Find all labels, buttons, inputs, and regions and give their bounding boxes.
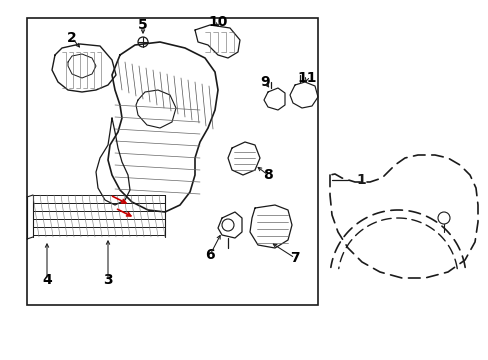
Text: 10: 10 xyxy=(208,15,227,29)
Text: 8: 8 xyxy=(263,168,272,182)
Text: 7: 7 xyxy=(289,251,299,265)
Text: 4: 4 xyxy=(42,273,52,287)
Text: 3: 3 xyxy=(103,273,113,287)
Text: 2: 2 xyxy=(67,31,77,45)
Text: 1: 1 xyxy=(355,173,365,187)
Text: 9: 9 xyxy=(260,75,269,89)
Bar xyxy=(27,18,317,305)
Text: 11: 11 xyxy=(297,71,316,85)
Text: 5: 5 xyxy=(138,18,147,32)
Text: 6: 6 xyxy=(205,248,214,262)
